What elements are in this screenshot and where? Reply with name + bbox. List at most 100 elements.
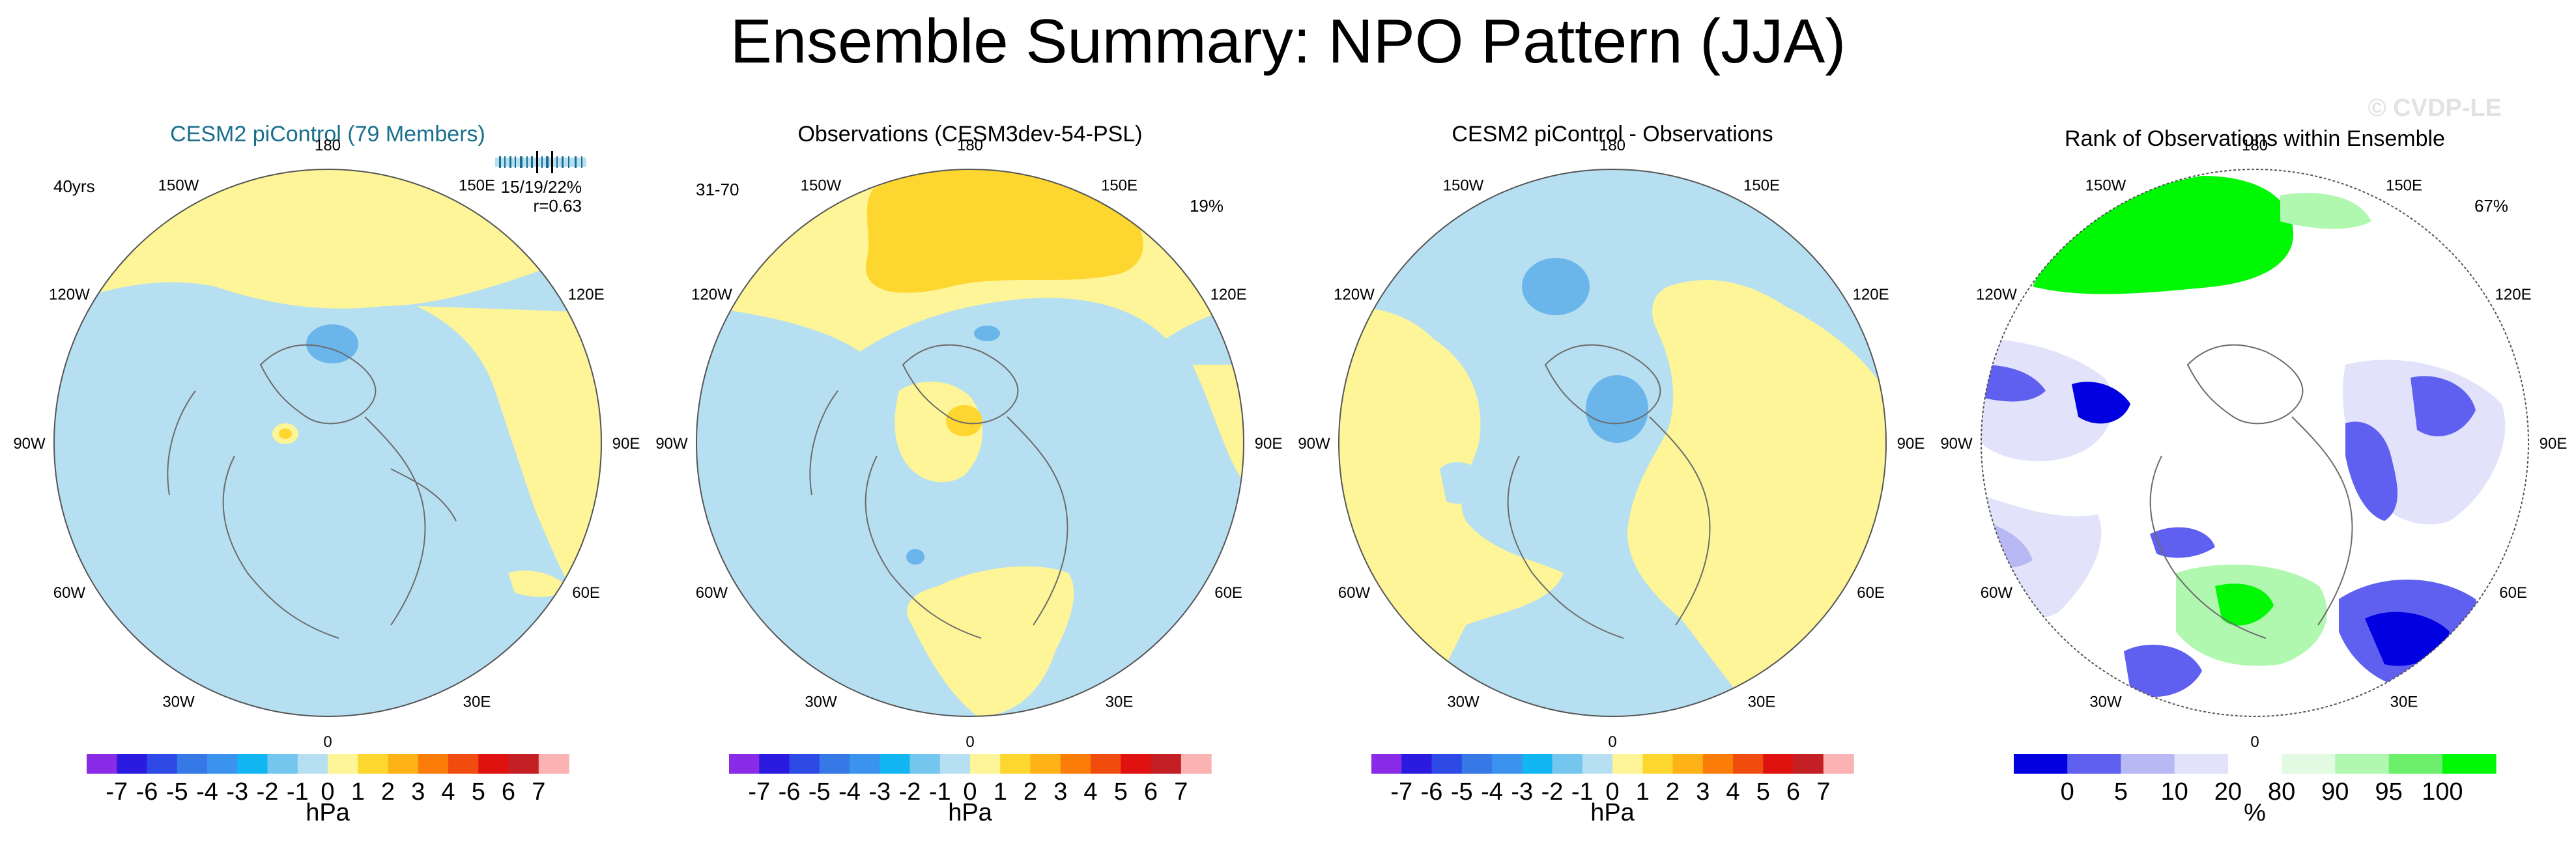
colorbar-swatch — [2067, 754, 2121, 774]
colorbar-swatch — [508, 754, 539, 774]
longitude-label: 120W — [1976, 286, 2017, 303]
colorbar-swatch — [478, 754, 509, 774]
colorbar-swatch — [328, 754, 358, 774]
longitude-label: 150W — [1443, 176, 1484, 194]
member-spread-strip — [495, 151, 586, 173]
colorbar-swatch — [267, 754, 298, 774]
colorbar-unit: % — [2244, 799, 2266, 826]
longitude-label: 120E — [568, 286, 605, 303]
colorbar-swatch — [759, 754, 790, 774]
colorbar-tick-label: 0 — [963, 778, 977, 806]
colorbar-tick-label: 6 — [1144, 778, 1158, 806]
colorbar-swatch — [1371, 754, 1402, 774]
figure-title: Ensemble Summary: NPO Pattern (JJA) — [730, 7, 1846, 76]
longitude-label: 60E — [2499, 584, 2527, 602]
colorbar-tick-label: 4 — [1083, 778, 1097, 806]
colorbar-swatch — [1522, 754, 1553, 774]
colorbar-swatch — [87, 754, 117, 774]
panel-rank: Rank of Observations within Ensemble 67% — [1940, 126, 2567, 826]
colorbar-swatch — [1642, 754, 1674, 774]
colorbar-swatch — [2014, 754, 2068, 774]
longitude-label: 90E — [2540, 435, 2568, 453]
colorbar-tick-label: -1 — [287, 778, 309, 806]
colorbar-swatch — [939, 754, 971, 774]
colorbar-swatch — [2388, 754, 2443, 774]
colorbar-swatch — [1793, 754, 1824, 774]
longitude-label: 180 — [957, 137, 983, 154]
longitude-labels: 180 150E 120E 90E 60E 30E 0 30W 60W 90W 120W 150W — [13, 137, 640, 751]
panel-difference: CESM2 piControl - Observations — [1298, 122, 1925, 826]
longitude-label: 120W — [691, 286, 732, 303]
panel-title: Rank of Observations within Ensemble — [2065, 126, 2445, 151]
colorbar-tick-label: 20 — [2214, 778, 2242, 806]
colorbar-swatch — [1091, 754, 1121, 774]
longitude-label: 30E — [463, 694, 491, 711]
longitude-label: 120E — [1210, 286, 1247, 303]
longitude-labels: 180 150E 120E 90E 60E 30E 0 30W 60W 90W 120W 150W — [655, 137, 1282, 751]
longitude-label: 60E — [572, 584, 600, 602]
colorbar-swatch — [117, 754, 148, 774]
longitude-label: 150E — [2386, 176, 2422, 194]
colorbar-swatch — [1702, 754, 1734, 774]
colorbar-tick-label: -1 — [929, 778, 951, 806]
longitude-label: 150E — [1101, 176, 1138, 194]
colorbar-tick-label: -2 — [899, 778, 921, 806]
colorbar-tick-label: 80 — [2268, 778, 2295, 806]
longitude-label: 120W — [1334, 286, 1375, 303]
polar-map — [1981, 169, 2529, 717]
colorbar: -7 -6 -5 -4 -3 -2 -1 0 1 2 3 4 5 6 7 — [87, 754, 569, 806]
stats-line-2: r=0.63 — [534, 196, 582, 216]
longitude-label: 60W — [1338, 584, 1371, 602]
colorbar-tick-label: 1 — [351, 778, 365, 806]
colorbar-tick-label: 7 — [532, 778, 545, 806]
colorbar-swatch — [1612, 754, 1643, 774]
colorbar-tick-label: 3 — [1053, 778, 1067, 806]
longitude-label: 90W — [1940, 435, 1973, 453]
panel-cesm2-picontrol: CESM2 piControl (79 Members) 40yrs — [13, 122, 640, 826]
panel-right-label: 67% — [2474, 196, 2508, 216]
colorbar-tick-label: -5 — [809, 778, 831, 806]
colorbar-tick-label: -2 — [257, 778, 279, 806]
panel-left-label: 40yrs — [53, 176, 95, 196]
colorbar-tick-label: 4 — [441, 778, 455, 806]
colorbar-swatch — [538, 754, 569, 774]
longitude-label: 60E — [1857, 584, 1885, 602]
longitude-label: 30E — [2390, 694, 2418, 711]
longitude-label: 150W — [2085, 176, 2126, 194]
colorbar-swatch — [388, 754, 419, 774]
colorbar-swatch — [1060, 754, 1091, 774]
colorbar-unit: hPa — [306, 799, 350, 826]
longitude-label: 30E — [1106, 694, 1134, 711]
panel-title: Observations (CESM3dev-54-PSL) — [797, 122, 1142, 147]
longitude-label: 0 — [2250, 733, 2259, 751]
longitude-label: 150W — [158, 176, 199, 194]
colorbar-swatch — [970, 754, 1001, 774]
colorbar-swatch — [237, 754, 268, 774]
colorbar-tick-label: 3 — [1696, 778, 1710, 806]
colorbar-swatch — [729, 754, 760, 774]
colorbar-tick-label: 0 — [1605, 778, 1619, 806]
watermark: © CVDP-LE — [2368, 94, 2502, 122]
polar-map — [53, 169, 602, 717]
colorbar: -7 -6 -5 -4 -3 -2 -1 0 1 2 3 4 5 6 7 — [1371, 754, 1854, 806]
colorbar-tick-label: -5 — [166, 778, 188, 806]
colorbar-tick-label: 7 — [1816, 778, 1830, 806]
colorbar-tick-label: -7 — [106, 778, 128, 806]
longitude-label: 120E — [1853, 286, 1889, 303]
colorbar-tick-label: -3 — [1511, 778, 1533, 806]
colorbar-unit: hPa — [948, 799, 992, 826]
longitude-label: 90W — [13, 435, 46, 453]
panel-left-label: 31-70 — [696, 180, 739, 199]
colorbar-swatch — [1733, 754, 1764, 774]
longitude-label: 0 — [1608, 733, 1616, 751]
colorbar-swatch — [1763, 754, 1794, 774]
colorbar-unit: hPa — [1590, 799, 1635, 826]
colorbar-swatch — [2121, 754, 2175, 774]
colorbar-tick-label: 2 — [1666, 778, 1680, 806]
colorbar-swatch — [1492, 754, 1523, 774]
longitude-label: 120E — [2495, 286, 2532, 303]
colorbar-tick-label: -3 — [226, 778, 248, 806]
longitude-label: 30W — [162, 694, 195, 711]
longitude-label: 150E — [1743, 176, 1780, 194]
longitude-label: 0 — [966, 733, 974, 751]
